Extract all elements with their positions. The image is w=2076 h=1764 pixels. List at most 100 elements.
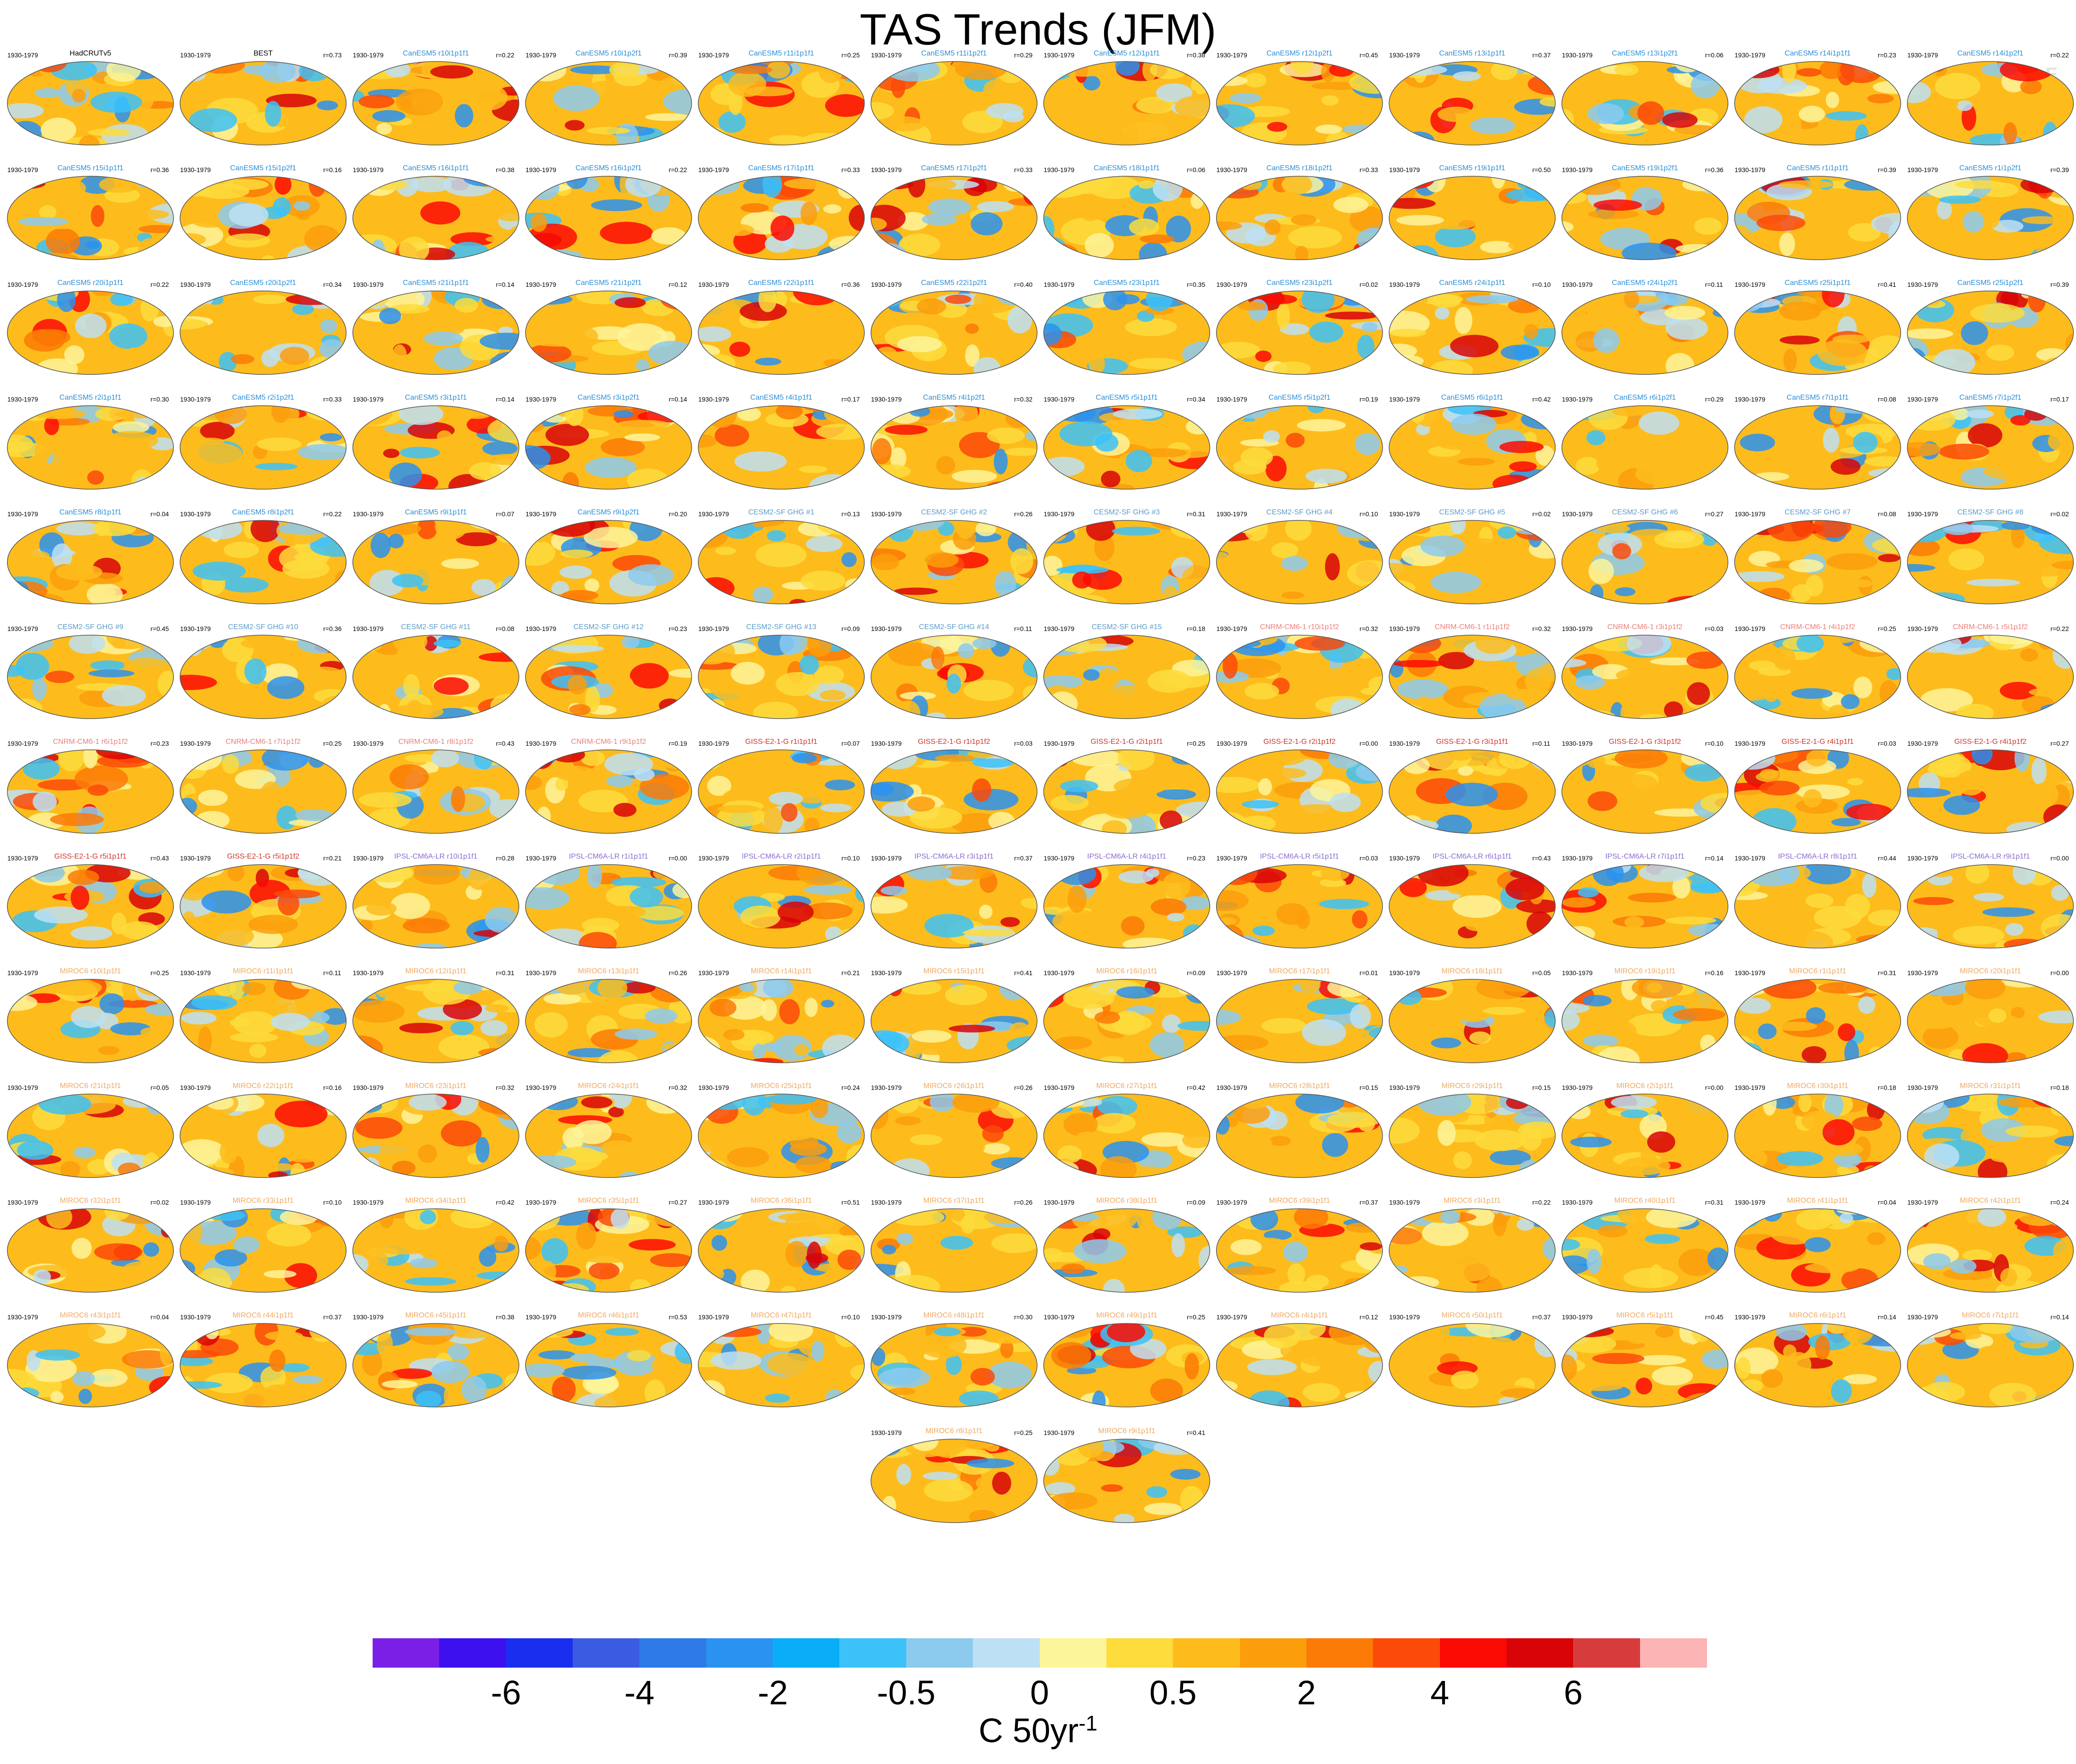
trend-blob bbox=[1913, 1010, 1959, 1029]
trend-blob bbox=[568, 675, 587, 695]
trend-blob bbox=[276, 805, 298, 830]
panel-correlation: r=0.22 bbox=[323, 510, 342, 518]
trend-blob bbox=[987, 427, 1025, 444]
trend-blob bbox=[1802, 1046, 1826, 1063]
map-outline bbox=[352, 1208, 519, 1293]
panel-period: 1930-1979 bbox=[698, 166, 729, 173]
panel-period: 1930-1979 bbox=[1735, 969, 1765, 977]
trend-blob bbox=[51, 543, 73, 569]
trend-blob bbox=[485, 1004, 509, 1013]
trend-blob bbox=[281, 590, 316, 604]
trend-blob bbox=[614, 410, 633, 418]
trend-blob bbox=[740, 905, 781, 928]
panel-name: CESM2-SF GHG #15 bbox=[1091, 623, 1162, 631]
trend-blob bbox=[579, 932, 617, 948]
trend-blob bbox=[528, 176, 560, 201]
trend-blob bbox=[1198, 179, 1210, 191]
map-panel bbox=[871, 520, 1037, 604]
trend-blob bbox=[1990, 635, 2039, 645]
trend-blob bbox=[2062, 979, 2074, 996]
trend-blob bbox=[1595, 443, 1616, 452]
map-outline bbox=[1734, 979, 1901, 1063]
trend-blob bbox=[653, 750, 692, 769]
panel-period: 1930-1979 bbox=[1044, 510, 1075, 518]
trend-blob bbox=[2000, 1268, 2017, 1287]
colorbar-tick-label: 2 bbox=[1297, 1674, 1316, 1712]
trend-blob bbox=[1325, 311, 1378, 320]
trend-blob bbox=[1413, 406, 1444, 427]
map-background bbox=[352, 635, 519, 719]
map-panel bbox=[1907, 1209, 2074, 1292]
panel-name: CanESM5 r15i1p2f1 bbox=[230, 164, 296, 172]
panel-correlation: r=0.38 bbox=[496, 166, 514, 173]
trend-blob bbox=[841, 67, 865, 84]
trend-blob bbox=[958, 643, 975, 659]
map-panel bbox=[1216, 406, 1383, 489]
panel-period: 1930-1979 bbox=[180, 396, 211, 403]
trend-blob bbox=[1624, 291, 1640, 308]
trend-blob bbox=[760, 893, 785, 902]
trend-blob bbox=[7, 363, 31, 374]
trend-blob bbox=[1063, 987, 1115, 1009]
panel-name: CanESM5 r10i1p1f1 bbox=[402, 50, 469, 57]
trend-blob bbox=[313, 585, 346, 604]
trend-blob bbox=[298, 865, 343, 886]
trend-blob bbox=[1805, 893, 1834, 908]
trend-blob bbox=[1160, 810, 1183, 831]
trend-blob bbox=[955, 406, 978, 428]
panel-name: BEST bbox=[253, 50, 273, 57]
map-panel bbox=[1216, 176, 1383, 260]
map-outline bbox=[1043, 749, 1211, 834]
map-outline bbox=[1216, 979, 1383, 1063]
trend-blob bbox=[411, 177, 452, 192]
trend-blob bbox=[23, 1336, 37, 1351]
trend-blob bbox=[1277, 302, 1290, 330]
trend-blob bbox=[1735, 1209, 1761, 1229]
trend-blob bbox=[408, 1094, 447, 1111]
trend-blob bbox=[1129, 357, 1182, 369]
trend-blob bbox=[1094, 1011, 1120, 1024]
panel-correlation: r=0.34 bbox=[323, 281, 342, 288]
trend-blob bbox=[1710, 587, 1728, 604]
panel-correlation: r=0.07 bbox=[496, 510, 514, 518]
trend-blob bbox=[1122, 938, 1176, 948]
map-panel bbox=[525, 1094, 692, 1178]
trend-blob bbox=[1691, 368, 1726, 374]
trend-blob bbox=[1922, 1382, 1965, 1403]
map-panel bbox=[180, 1209, 346, 1292]
trend-blob bbox=[1057, 1145, 1082, 1163]
trend-blob bbox=[1544, 1008, 1556, 1028]
panel-correlation: r=0.13 bbox=[841, 510, 860, 518]
panel-correlation: r=0.31 bbox=[496, 969, 514, 977]
trend-blob bbox=[89, 1369, 128, 1387]
trend-blob bbox=[56, 483, 111, 489]
trend-blob bbox=[1735, 1389, 1756, 1407]
panel-correlation: r=0.24 bbox=[2050, 1199, 2069, 1206]
trend-blob bbox=[1258, 778, 1272, 796]
trend-blob bbox=[606, 775, 633, 787]
trend-blob bbox=[762, 176, 782, 198]
trend-blob bbox=[537, 1261, 557, 1283]
trend-blob bbox=[1264, 1323, 1301, 1349]
trend-blob bbox=[1368, 1361, 1383, 1383]
panel-correlation: r=0.11 bbox=[1014, 625, 1032, 632]
trend-blob bbox=[2048, 866, 2074, 876]
panel-period: 1930-1979 bbox=[525, 51, 557, 59]
trend-blob bbox=[810, 1097, 829, 1118]
panel-correlation: r=0.32 bbox=[1359, 625, 1378, 632]
panel-name: IPSL-CM6A-LR r4i1p1f1 bbox=[1087, 853, 1166, 860]
panel-period: 1930-1979 bbox=[1389, 1199, 1420, 1206]
trend-blob bbox=[1710, 867, 1728, 878]
trend-blob bbox=[190, 635, 213, 649]
panel-correlation: r=0.02 bbox=[151, 1199, 169, 1206]
trend-blob bbox=[1287, 1263, 1306, 1285]
trend-blob bbox=[1147, 670, 1192, 693]
panel-name: MIROC6 r42i1p1f1 bbox=[1959, 1197, 2021, 1205]
trend-blob bbox=[1202, 1323, 1210, 1344]
trend-blob bbox=[1049, 1492, 1098, 1510]
trend-blob bbox=[749, 1058, 783, 1063]
map-outline bbox=[352, 1323, 519, 1407]
trend-blob bbox=[1991, 220, 2024, 233]
trend-blob bbox=[39, 205, 56, 220]
colorbar-swatch bbox=[1039, 1638, 1107, 1668]
